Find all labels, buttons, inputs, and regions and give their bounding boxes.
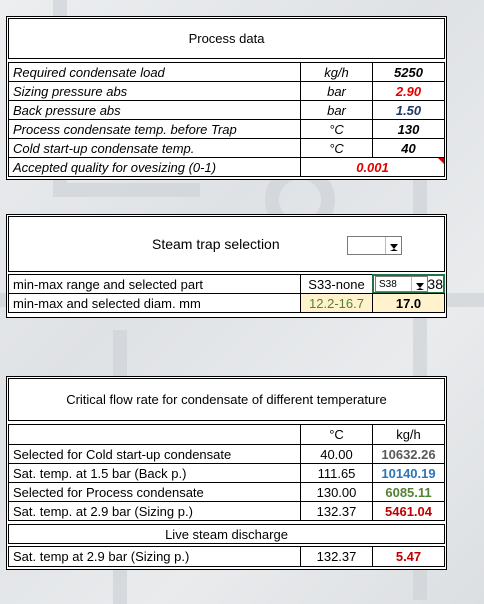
subheading: Live steam discharge [8, 524, 445, 544]
row-flow: 5461.04 [372, 501, 445, 521]
row-label: min-max and selected diam. mm [8, 293, 301, 313]
row-temp: 40.00 [300, 444, 373, 464]
table-title: Critical flow rate for condensate of dif… [8, 378, 445, 421]
row-label: Required condensate load [8, 62, 301, 82]
row-value: 40 [372, 138, 445, 158]
row-value: 0.001 [300, 157, 445, 177]
dropdown[interactable] [347, 236, 402, 255]
row-label: Back pressure abs [8, 100, 301, 120]
cell [8, 424, 301, 445]
row-value: 5250 [372, 62, 445, 82]
column-header: °C [300, 424, 373, 445]
row-unit: kg/h [300, 62, 373, 82]
row-value: 17.0 [372, 293, 445, 313]
row-label: Sat. temp. at 1.5 bar (Back p.) [8, 463, 301, 483]
row-label: Process condensate temp. before Trap [8, 119, 301, 139]
comment-marker [438, 158, 444, 164]
row-flow: 5.47 [372, 546, 445, 567]
row-label: Sat. temp at 2.9 bar (Sizing p.) [8, 546, 301, 567]
row-unit: °C [300, 138, 373, 158]
dropdown-value: S38 [379, 278, 397, 290]
row-temp: 111.65 [300, 463, 373, 483]
row-value: 130 [372, 119, 445, 139]
row-label: Selected for Cold start-up condensate [8, 444, 301, 464]
row-value: 38 [428, 276, 443, 292]
row-temp: 132.37 [300, 546, 373, 567]
row-label: Selected for Process condensate [8, 482, 301, 502]
row-value: 12.2-16.7 [300, 293, 373, 313]
dropdown[interactable]: S38 [375, 276, 428, 292]
row-temp: 130.00 [300, 482, 373, 502]
row-flow: 6085.11 [372, 482, 445, 502]
row-unit: bar [300, 81, 373, 101]
row-flow: 10632.26 [372, 444, 445, 464]
row-temp: 132.37 [300, 501, 373, 521]
row-unit: °C [300, 119, 373, 139]
row-label: Sat. temp. at 2.9 bar (Sizing p.) [8, 501, 301, 521]
row-label: min-max range and selected part [8, 274, 301, 294]
row-value: S33-none [300, 274, 373, 294]
row-flow: 10140.19 [372, 463, 445, 483]
column-header: kg/h [372, 424, 445, 445]
row-label: Cold start-up condensate temp. [8, 138, 301, 158]
table-title: Process data [8, 18, 445, 59]
row-label: Sizing pressure abs [8, 81, 301, 101]
row-value: 1.50 [372, 100, 445, 120]
row-unit: bar [300, 100, 373, 120]
row-label: Accepted quality for ovesizing (0-1) [8, 157, 301, 177]
row-value: 2.90 [372, 81, 445, 101]
